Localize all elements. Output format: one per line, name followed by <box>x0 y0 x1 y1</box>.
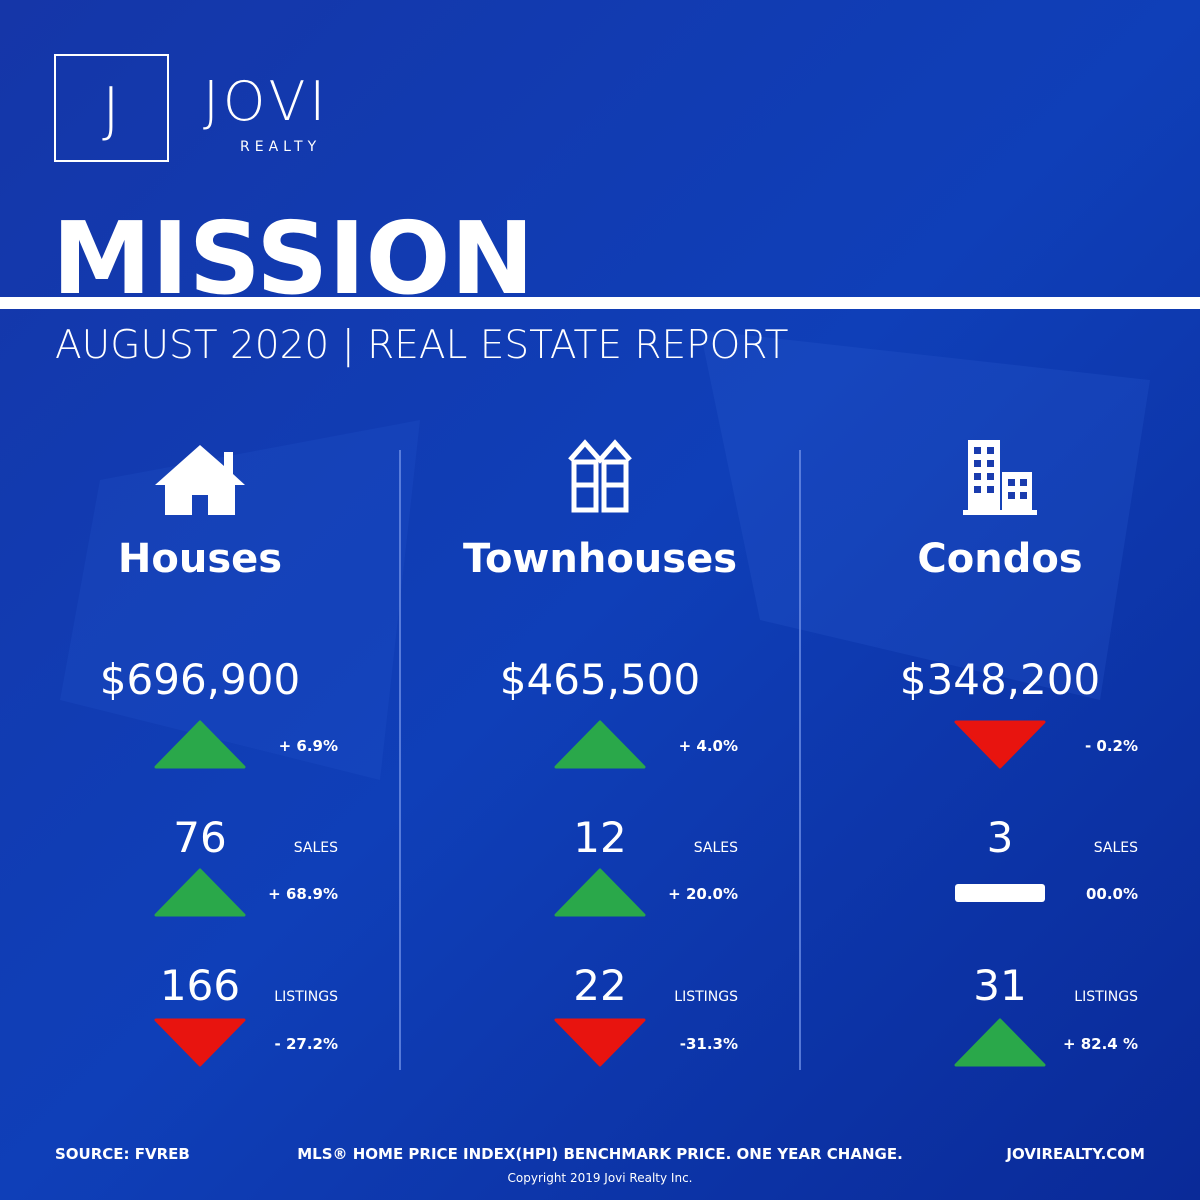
townhouse-icon <box>568 439 632 513</box>
price: $465,500 <box>500 655 700 704</box>
sales-change: + 20.0% <box>668 885 738 903</box>
listings-count: 31 <box>973 961 1026 1010</box>
sales-label: SALES <box>1094 840 1138 856</box>
listings-label: LISTINGS <box>1074 989 1138 1005</box>
listings-label: LISTINGS <box>274 989 338 1005</box>
trend-up <box>154 868 246 917</box>
listings-change: - 27.2% <box>275 1035 339 1053</box>
footer-copyright: Copyright 2019 Jovi Realty Inc. <box>508 1171 693 1185</box>
price: $696,900 <box>100 655 300 704</box>
brand-name: JOVI <box>203 70 329 133</box>
column-label: Condos <box>917 536 1082 582</box>
price: $348,200 <box>900 655 1100 704</box>
house-icon <box>155 445 245 515</box>
background-shape <box>60 420 420 780</box>
sales-change: + 68.9% <box>268 885 338 903</box>
sales-label: SALES <box>694 840 738 856</box>
listings-count: 166 <box>160 961 240 1010</box>
sales-label: SALES <box>294 840 338 856</box>
listings-count: 22 <box>573 961 626 1010</box>
logo-box <box>54 54 169 162</box>
trend-down <box>954 720 1046 769</box>
background-shape <box>700 330 1150 700</box>
trend-down <box>554 1018 646 1067</box>
column-label: Townhouses <box>463 536 737 582</box>
trend-up <box>954 1018 1046 1067</box>
price-change: + 4.0% <box>679 737 738 755</box>
sales-change: 00.0% <box>1086 885 1138 903</box>
trend-flat <box>955 884 1045 902</box>
trend-up <box>154 720 246 769</box>
trend-down <box>154 1018 246 1067</box>
price-change: + 6.9% <box>279 737 338 755</box>
footer-note: MLS® HOME PRICE INDEX(HPI) BENCHMARK PRI… <box>297 1145 903 1163</box>
brand-tagline: REALTY <box>240 139 321 155</box>
trend-up <box>554 720 646 769</box>
sales-count: 76 <box>173 813 226 862</box>
price-change: - 0.2% <box>1085 737 1138 755</box>
trend-up <box>554 868 646 917</box>
listings-change: + 82.4 % <box>1063 1035 1138 1053</box>
footer-website: JOVIREALTY.COM <box>1005 1145 1145 1163</box>
title-rule <box>0 297 1200 309</box>
sales-count: 12 <box>573 813 626 862</box>
listings-change: -31.3% <box>680 1035 738 1053</box>
listings-label: LISTINGS <box>674 989 738 1005</box>
subtitle: AUGUST 2020 | REAL ESTATE REPORT <box>55 323 788 368</box>
logo-letter: J <box>102 75 120 145</box>
footer-source: SOURCE: FVREB <box>55 1145 190 1163</box>
column-label: Houses <box>118 536 282 582</box>
condo-icon <box>963 440 1037 515</box>
sales-count: 3 <box>987 813 1014 862</box>
